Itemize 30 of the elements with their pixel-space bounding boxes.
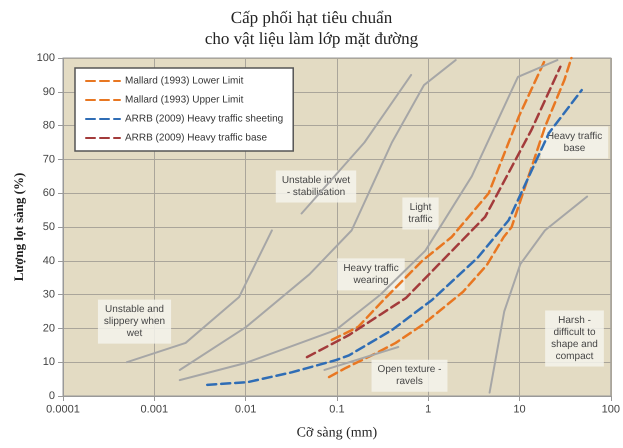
y-tick-label: 30 xyxy=(42,288,55,301)
annotation: Harsh - difficult to shape and compact xyxy=(551,315,598,362)
x-tick-label: 0.001 xyxy=(140,404,168,416)
y-tick-label: 0 xyxy=(48,390,55,402)
x-tick-label: 0.0001 xyxy=(46,404,80,416)
annotation: Heavy traffic wearing xyxy=(343,262,399,286)
x-tick-label: 0.01 xyxy=(234,404,256,416)
y-tick-label: 40 xyxy=(42,254,55,267)
legend-label: ARRB (2009) Heavy traffic base xyxy=(125,132,268,144)
y-tick-label: 100 xyxy=(36,52,55,64)
legend-label: Mallard (1993) Lower Limit xyxy=(125,76,244,86)
annotation: Light traffic xyxy=(408,202,433,225)
x-tick-label: 100 xyxy=(602,404,620,416)
y-tick-label: 20 xyxy=(42,322,55,334)
annotation: Unstable and slippery when wet xyxy=(104,304,166,340)
legend-label: Mallard (1993) Upper Limit xyxy=(125,94,244,106)
annotation: Open texture - ravels xyxy=(378,364,442,388)
y-tick-label: 50 xyxy=(42,221,55,233)
y-tick-label: 10 xyxy=(42,356,55,368)
x-tick-label: 10 xyxy=(513,404,526,416)
y-tick-label: 70 xyxy=(42,153,55,166)
legend-label: ARRB (2009) Heavy traffic sheeting xyxy=(125,114,284,124)
y-tick-label: 60 xyxy=(42,187,55,200)
y-tick-label: 90 xyxy=(42,86,55,98)
chart-title: Cấp phối hạt tiêu chuẩn cho vật liệu làm lớp mặt đường xyxy=(204,8,419,48)
x-tick-label: 1 xyxy=(425,404,432,416)
y-tick-label: 80 xyxy=(42,120,55,132)
x-tick-label: 0.1 xyxy=(329,404,345,416)
y-axis-title: Lượng lọt sàng (%) xyxy=(11,172,26,282)
x-axis-title: Cỡ sàng (mm) xyxy=(296,426,378,440)
